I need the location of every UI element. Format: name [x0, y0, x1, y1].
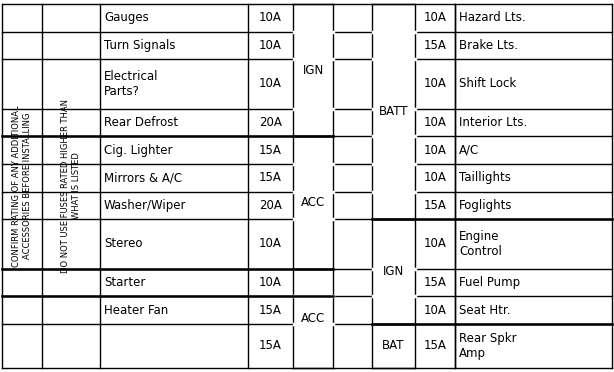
Text: ACC: ACC: [301, 312, 325, 325]
Text: BAT: BAT: [383, 339, 405, 352]
Text: Foglights: Foglights: [459, 199, 513, 212]
Text: 15A: 15A: [259, 304, 282, 317]
Text: 10A: 10A: [424, 77, 446, 90]
Text: CONFIRM RATING OF ANY ADDITIONAL
ACCESSORIES BEFORE INSTALLING: CONFIRM RATING OF ANY ADDITIONAL ACCESSO…: [12, 105, 32, 267]
Text: 15A: 15A: [259, 144, 282, 157]
Text: 15A: 15A: [259, 171, 282, 184]
Text: IGN: IGN: [302, 64, 324, 77]
Text: 15A: 15A: [424, 276, 446, 289]
Text: Brake Lts.: Brake Lts.: [459, 39, 518, 52]
Text: 10A: 10A: [259, 77, 282, 90]
Text: IGN: IGN: [383, 265, 404, 278]
Text: 10A: 10A: [424, 171, 446, 184]
Text: 10A: 10A: [424, 304, 446, 317]
Text: 15A: 15A: [424, 199, 446, 212]
Text: 10A: 10A: [424, 116, 446, 129]
Text: A/C: A/C: [459, 144, 480, 157]
Text: 15A: 15A: [424, 39, 446, 52]
Text: Gauges: Gauges: [104, 11, 149, 24]
Text: 10A: 10A: [259, 39, 282, 52]
Text: 20A: 20A: [259, 116, 282, 129]
Text: Heater Fan: Heater Fan: [104, 304, 168, 317]
Text: 10A: 10A: [424, 237, 446, 250]
Text: Fuel Pump: Fuel Pump: [459, 276, 520, 289]
Text: ACC: ACC: [301, 196, 325, 209]
Text: Shift Lock: Shift Lock: [459, 77, 516, 90]
Text: Rear Spkr
Amp: Rear Spkr Amp: [459, 332, 516, 360]
Text: Cig. Lighter: Cig. Lighter: [104, 144, 173, 157]
Text: 10A: 10A: [424, 144, 446, 157]
Text: 10A: 10A: [259, 276, 282, 289]
Text: Seat Htr.: Seat Htr.: [459, 304, 510, 317]
Text: 10A: 10A: [259, 11, 282, 24]
Text: BATT: BATT: [379, 105, 408, 118]
Text: 15A: 15A: [424, 339, 446, 352]
Text: DO NOT USE FUSES RATED HIGHER THAN
WHAT IS LISTED: DO NOT USE FUSES RATED HIGHER THAN WHAT …: [61, 99, 80, 273]
Text: Electrical
Parts?: Electrical Parts?: [104, 70, 158, 98]
Text: 10A: 10A: [424, 11, 446, 24]
Text: Starter: Starter: [104, 276, 146, 289]
Text: Taillights: Taillights: [459, 171, 511, 184]
Text: 20A: 20A: [259, 199, 282, 212]
Text: Mirrors & A/C: Mirrors & A/C: [104, 171, 182, 184]
Text: Hazard Lts.: Hazard Lts.: [459, 11, 526, 24]
Text: 15A: 15A: [259, 339, 282, 352]
Text: Washer/Wiper: Washer/Wiper: [104, 199, 187, 212]
Text: Stereo: Stereo: [104, 237, 142, 250]
Text: 10A: 10A: [259, 237, 282, 250]
Text: Rear Defrost: Rear Defrost: [104, 116, 178, 129]
Text: Interior Lts.: Interior Lts.: [459, 116, 527, 129]
Text: Engine
Control: Engine Control: [459, 230, 502, 258]
Text: Turn Signals: Turn Signals: [104, 39, 176, 52]
